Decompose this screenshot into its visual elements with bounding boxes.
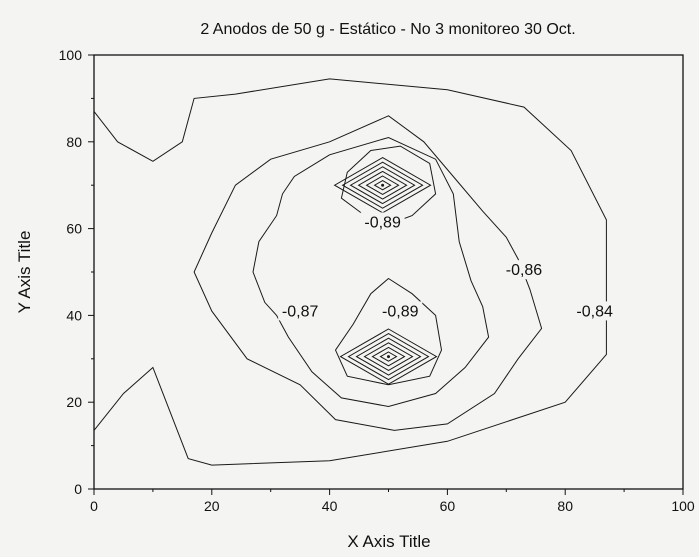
peak-contour-ring — [371, 346, 406, 367]
peak-contour-ring — [347, 333, 430, 381]
x-tick-label: 60 — [440, 498, 456, 514]
plot-frame — [93, 54, 684, 490]
contour-line — [334, 277, 443, 386]
y-tick-label: 40 — [66, 307, 82, 323]
y-tick-label: 20 — [66, 394, 82, 410]
y-axis: 0 20 40 60 80 100 — [59, 47, 94, 497]
peak-contour-ring — [373, 180, 392, 191]
peak-contour-ring — [339, 328, 438, 385]
y-tick-label: 60 — [66, 221, 82, 237]
y-axis-title: Y Axis Title — [15, 231, 34, 314]
peak-contour-ring — [365, 175, 400, 195]
contour-label-bg — [572, 301, 617, 321]
contour-layer — [93, 78, 607, 466]
y-tick-label: 100 — [59, 47, 83, 63]
x-tick-label: 100 — [671, 498, 695, 514]
x-axis: 0 20 40 60 80 100 — [90, 489, 695, 514]
contour-label-bg — [501, 260, 546, 280]
contour-label: -0,89 — [382, 303, 419, 320]
peak-contour-ring — [341, 161, 424, 209]
contour-label-bg — [278, 301, 323, 321]
contour-label: -0,84 — [576, 303, 613, 320]
chart-title: 2 Anodos de 50 g - Estático - No 3 monit… — [200, 21, 575, 38]
contour-label-layer: -0,89 -0,86 -0,87 -0,89 -0,84 — [278, 212, 617, 321]
contour-line — [193, 115, 543, 431]
x-tick-label: 20 — [204, 498, 220, 514]
peak-contour-ring — [349, 166, 416, 205]
contour-label: -0,86 — [506, 262, 543, 279]
x-axis-title: X Axis Title — [347, 532, 430, 551]
peak-contour-ring — [357, 170, 408, 200]
contour-line — [93, 78, 607, 466]
peak-contour-ring — [363, 342, 414, 371]
peak-marker — [381, 183, 385, 187]
contour-label: -0,87 — [282, 303, 319, 320]
y-tick-label: 80 — [66, 134, 82, 150]
peak-contour-ring — [379, 351, 398, 362]
x-tick-label: 40 — [322, 498, 338, 514]
y-tick-label: 0 — [74, 481, 82, 497]
x-tick-label: 0 — [90, 498, 98, 514]
peak-contour-ring — [355, 337, 422, 376]
contour-label-bg — [378, 301, 423, 321]
peak-marker — [387, 355, 390, 359]
contour-label: -0,89 — [364, 214, 401, 231]
contour-line — [252, 136, 490, 408]
x-tick-label: 80 — [557, 498, 573, 514]
contour-label-bg — [360, 212, 405, 232]
